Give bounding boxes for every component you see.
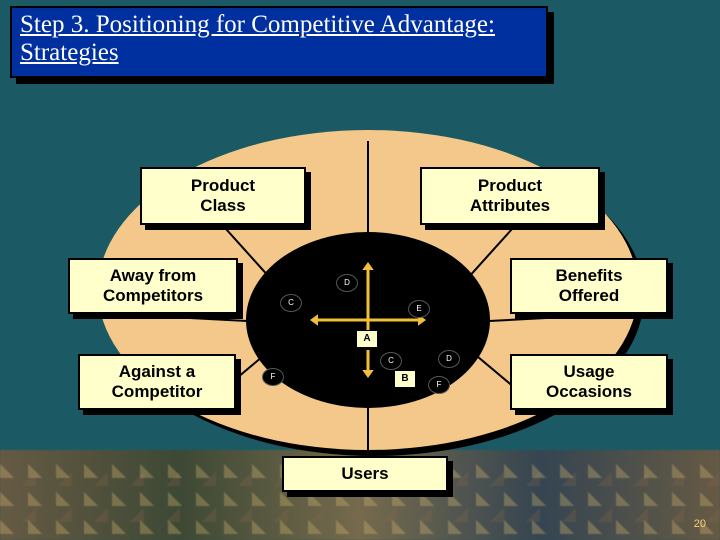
title-banner: Step 3. Positioning for Competitive Adva… xyxy=(10,6,548,78)
map-point: D xyxy=(336,274,358,292)
box-benefits-offered: Benefits Offered xyxy=(510,258,668,314)
box-label: Product Attributes xyxy=(420,167,600,225)
box-usage-occasions: Usage Occasions xyxy=(510,354,668,410)
box-product-attributes: Product Attributes xyxy=(420,167,600,225)
box-label: Usage Occasions xyxy=(510,354,668,410)
box-product-class: Product Class xyxy=(140,167,306,225)
map-point: F xyxy=(428,376,450,394)
marker-label: A xyxy=(356,330,378,348)
center-marker-a: A xyxy=(356,330,378,348)
page-number: 20 xyxy=(694,518,706,530)
marker-label: B xyxy=(394,370,416,388)
map-point: E xyxy=(408,300,430,318)
map-point: C xyxy=(380,352,402,370)
center-marker-b: B xyxy=(394,370,416,388)
title-box: Step 3. Positioning for Competitive Adva… xyxy=(10,6,548,78)
box-against-competitor: Against a Competitor xyxy=(78,354,236,410)
ray-line xyxy=(367,141,369,239)
slide-title: Step 3. Positioning for Competitive Adva… xyxy=(20,11,538,67)
box-label: Product Class xyxy=(140,167,306,225)
box-away-from-competitors: Away from Competitors xyxy=(68,258,238,314)
map-point: F xyxy=(262,368,284,386)
box-label: Benefits Offered xyxy=(510,258,668,314)
box-label: Users xyxy=(282,456,448,492)
box-label: Away from Competitors xyxy=(68,258,238,314)
box-label: Against a Competitor xyxy=(78,354,236,410)
cross-arrows-icon xyxy=(310,262,426,378)
map-point: D xyxy=(438,350,460,368)
slide: 20 Step 3. Positioning for Competitive A… xyxy=(0,0,720,540)
map-point: C xyxy=(280,294,302,312)
box-users: Users xyxy=(282,456,448,492)
